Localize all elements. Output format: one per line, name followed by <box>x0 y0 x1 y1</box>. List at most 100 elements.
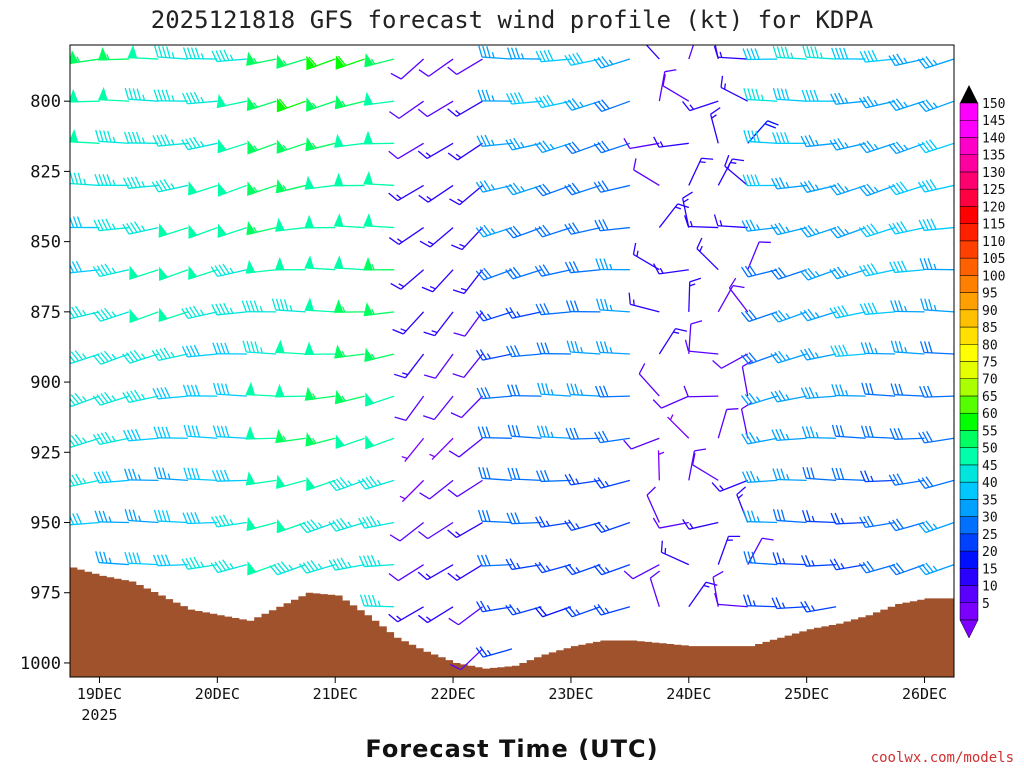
wind-barb <box>747 537 774 565</box>
wind-barb <box>623 437 660 450</box>
wind-barb <box>335 434 365 449</box>
wind-barb <box>658 328 688 355</box>
wind-barb <box>334 94 365 110</box>
wind-barb <box>452 353 484 379</box>
colorbar-tick-label: 40 <box>982 476 998 491</box>
x-tick-label: 21DEC <box>313 685 358 703</box>
wind-barb <box>211 49 247 63</box>
wind-barb <box>153 89 188 102</box>
wind-barb <box>859 49 896 63</box>
colorbar-segment <box>959 102 979 121</box>
wind-barb <box>245 471 277 486</box>
y-tick-label: 925 <box>30 443 61 463</box>
wind-barb <box>245 381 277 397</box>
wind-barb <box>298 519 336 534</box>
wind-barb <box>334 389 365 405</box>
wind-barb <box>772 468 807 482</box>
wind-barb <box>217 223 248 238</box>
plot-area <box>70 45 954 677</box>
wind-barb <box>188 265 218 280</box>
wind-barb <box>363 130 395 145</box>
wind-barb <box>594 219 630 232</box>
x-tick-label: 22DEC <box>430 685 475 703</box>
colorbar-segment <box>959 464 979 483</box>
colorbar-segment <box>959 188 979 207</box>
wind-barb <box>123 468 159 482</box>
wind-barb <box>682 191 693 228</box>
colorbar-segment <box>959 533 979 552</box>
wind-barb <box>475 646 513 658</box>
y-tick-label: 950 <box>30 514 61 534</box>
wind-barb <box>799 308 837 322</box>
wind-barb <box>771 177 807 190</box>
colorbar-tick-label: 115 <box>982 218 1005 233</box>
wind-barb <box>772 87 807 102</box>
wind-barb <box>475 349 513 361</box>
wind-barb <box>364 347 395 363</box>
colorbar-tick-label: 30 <box>982 511 998 526</box>
wind-barb <box>304 175 336 190</box>
wind-barb <box>275 474 306 489</box>
wind-barb <box>274 339 306 355</box>
wind-barb <box>246 96 277 112</box>
colorbar-segment <box>959 154 979 173</box>
colorbar-segment <box>959 412 979 431</box>
wind-barb <box>770 350 807 364</box>
y-tick-label: 900 <box>30 373 61 393</box>
wind-barb <box>418 521 454 540</box>
wind-barb <box>713 214 748 229</box>
wind-barb <box>534 606 572 618</box>
wind-barb <box>70 143 71 144</box>
wind-barb <box>210 559 247 574</box>
colorbar-tick-label: 35 <box>982 493 998 508</box>
wind-barb <box>70 512 100 526</box>
wind-barb <box>129 265 159 280</box>
wind-barb <box>95 551 129 566</box>
colorbar-tick-label: 10 <box>982 580 998 595</box>
wind-barb <box>535 49 571 63</box>
wind-barb <box>363 213 395 229</box>
wind-barb <box>276 518 306 534</box>
wind-barb <box>684 215 719 229</box>
colorbar-segment <box>959 395 979 414</box>
wind-barb <box>475 310 513 322</box>
colorbar-segment <box>959 344 979 362</box>
wind-barb <box>741 360 753 397</box>
wind-barb <box>246 516 277 532</box>
wind-barb <box>742 510 778 524</box>
wind-barb <box>918 431 954 444</box>
wind-barb <box>536 425 571 439</box>
wind-barb <box>476 554 513 567</box>
wind-barb <box>401 437 425 462</box>
wind-barb <box>335 55 365 70</box>
wind-barb <box>298 559 336 574</box>
wind-barb <box>452 269 484 295</box>
wind-barb <box>890 300 925 313</box>
wind-barb <box>534 224 572 238</box>
colorbar-tick-label: 150 <box>982 97 1005 112</box>
wind-barb <box>477 509 513 524</box>
wind-barb <box>593 55 631 69</box>
wind-barb <box>70 473 100 488</box>
wind-barb <box>158 223 189 238</box>
wind-barb <box>565 300 601 313</box>
wind-barb <box>217 138 247 154</box>
wind-barb <box>212 342 247 355</box>
wind-barb <box>594 430 630 444</box>
wind-barb <box>772 45 807 60</box>
wind-barb <box>423 353 454 379</box>
wind-barb <box>246 51 277 66</box>
wind-barb <box>506 345 542 358</box>
wind-barb <box>771 597 807 610</box>
wind-barb <box>245 259 277 274</box>
wind-barb <box>801 554 837 567</box>
colorbar-tick-label: 80 <box>982 338 998 353</box>
wind-barb <box>506 512 542 525</box>
wind-barb <box>713 45 748 60</box>
credit-link[interactable]: coolwx.com/models <box>871 750 1014 766</box>
wind-barb <box>127 45 159 60</box>
wind-barb <box>70 59 71 60</box>
wind-barb <box>633 158 660 187</box>
wind-barb <box>595 258 630 271</box>
